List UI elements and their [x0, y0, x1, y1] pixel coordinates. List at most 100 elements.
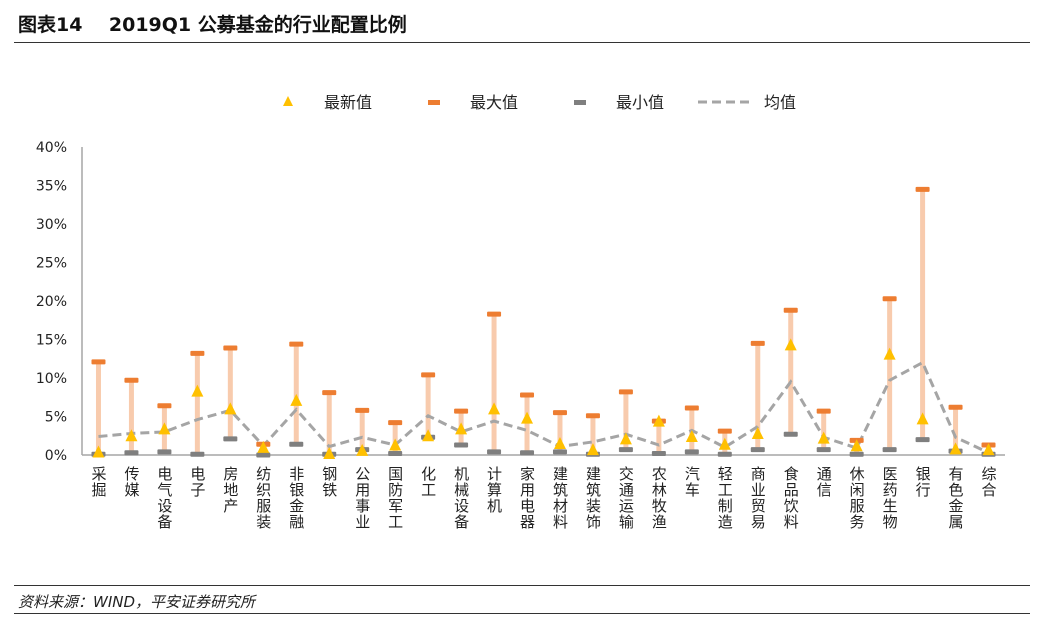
min-marker: [256, 452, 271, 458]
max-marker: [388, 420, 403, 426]
x-tick-label: 非银金融: [287, 466, 305, 530]
x-tick-label: 通信: [815, 466, 833, 498]
min-marker: [816, 447, 831, 453]
x-tick-label: 采掘: [89, 466, 107, 498]
y-tick-label: 40%: [36, 140, 67, 156]
latest-marker: [652, 414, 665, 427]
x-tick-label: 轻工制造: [716, 466, 734, 530]
latest-marker: [158, 422, 171, 435]
x-tick-label: 房地产: [221, 466, 239, 514]
latest-marker: [290, 393, 303, 406]
x-tick-label: 医药生物: [881, 466, 899, 530]
max-marker: [882, 296, 897, 302]
y-tick-label: 25%: [36, 256, 67, 272]
legend-label: 最大值: [470, 93, 518, 112]
x-tick-label: 纺织服装: [254, 466, 272, 530]
max-marker: [355, 407, 370, 413]
latest-marker: [850, 439, 863, 452]
latest-marker: [718, 437, 731, 450]
min-marker: [750, 447, 765, 453]
min-marker: [717, 451, 732, 457]
y-tick-label: 20%: [36, 294, 67, 310]
min-marker: [882, 447, 897, 453]
min-marker: [190, 451, 205, 457]
footer-divider-top: [14, 585, 1030, 586]
title-divider: [14, 42, 1030, 43]
legend-label: 最新值: [324, 93, 372, 112]
latest-marker: [521, 411, 534, 424]
max-marker: [915, 186, 930, 192]
latest-marker: [422, 429, 435, 442]
x-tick-label: 交通运输: [617, 465, 635, 530]
max-marker: [421, 372, 436, 378]
max-marker: [91, 359, 106, 365]
latest-marker: [356, 443, 369, 456]
max-marker: [585, 413, 600, 419]
latest-marker: [949, 442, 962, 455]
min-marker: [915, 437, 930, 443]
footer-divider-bottom: [14, 613, 1030, 614]
x-tick-label: 农林牧渔: [650, 466, 668, 530]
min-marker: [684, 449, 699, 455]
y-tick-label: 10%: [36, 371, 67, 387]
latest-marker: [916, 412, 929, 425]
max-marker: [750, 340, 765, 346]
min-marker: [849, 451, 864, 457]
min-marker: [783, 431, 798, 437]
source-note: 资料来源：WIND，平安证券研究所: [18, 593, 256, 611]
min-marker: [618, 447, 633, 453]
min-marker: [157, 449, 172, 455]
latest-marker: [553, 436, 566, 449]
max-marker: [322, 390, 337, 396]
max-marker: [717, 428, 732, 434]
legend-max-icon: [428, 100, 440, 105]
x-tick-label: 电子: [188, 466, 206, 498]
x-tick-label: 建筑装饰: [584, 466, 602, 530]
legend-item-0: 最新值: [283, 93, 372, 112]
x-tick-label: 电气设备: [155, 466, 173, 530]
latest-marker: [817, 431, 830, 444]
x-tick-label: 计算机: [485, 466, 503, 514]
max-marker: [684, 405, 699, 411]
latest-marker: [257, 440, 270, 453]
max-marker: [487, 311, 502, 317]
latest-marker: [751, 426, 764, 439]
latest-marker: [586, 443, 599, 456]
latest-marker: [125, 429, 138, 442]
x-tick-label: 建筑材料: [551, 466, 569, 530]
max-marker: [124, 377, 139, 383]
max-marker: [157, 403, 172, 409]
latest-marker: [982, 443, 995, 456]
x-tick-label: 综合: [980, 466, 998, 498]
min-marker: [520, 450, 535, 456]
legend-min-icon: [574, 100, 586, 105]
latest-marker: [224, 402, 237, 415]
min-marker: [223, 436, 238, 442]
x-tick-label: 化工: [419, 466, 437, 498]
latest-marker: [455, 422, 468, 435]
latest-marker: [323, 447, 336, 459]
min-marker: [651, 450, 666, 456]
legend-item-1: 最大值: [428, 93, 518, 112]
max-marker: [552, 410, 567, 416]
min-marker: [289, 441, 304, 447]
legend-triangle-icon: [283, 96, 293, 106]
x-tick-label: 公用事业: [353, 466, 371, 530]
min-marker: [388, 450, 403, 456]
latest-marker: [92, 445, 105, 458]
y-tick-label: 5%: [45, 410, 67, 426]
chart-area: 0% 5% 10% 15% 20% 25% 30% 35% 40% 采掘 传媒 电气设备 电子 房地产 纺织…: [36, 93, 1005, 530]
latest-marker: [389, 438, 402, 451]
max-marker: [289, 341, 304, 347]
x-tick-label: 家用电器: [518, 466, 536, 530]
max-marker: [618, 389, 633, 395]
latest-marker: [685, 430, 698, 443]
min-marker: [124, 450, 139, 456]
series-line-avg: [98, 360, 990, 455]
legend-item-3: 均值: [698, 93, 796, 112]
y-tick-label: 15%: [36, 333, 67, 349]
legend-label: 均值: [764, 93, 796, 112]
x-tick-label: 食品饮料: [782, 466, 800, 530]
x-tick-label: 银行: [914, 466, 932, 498]
max-marker: [783, 307, 798, 313]
